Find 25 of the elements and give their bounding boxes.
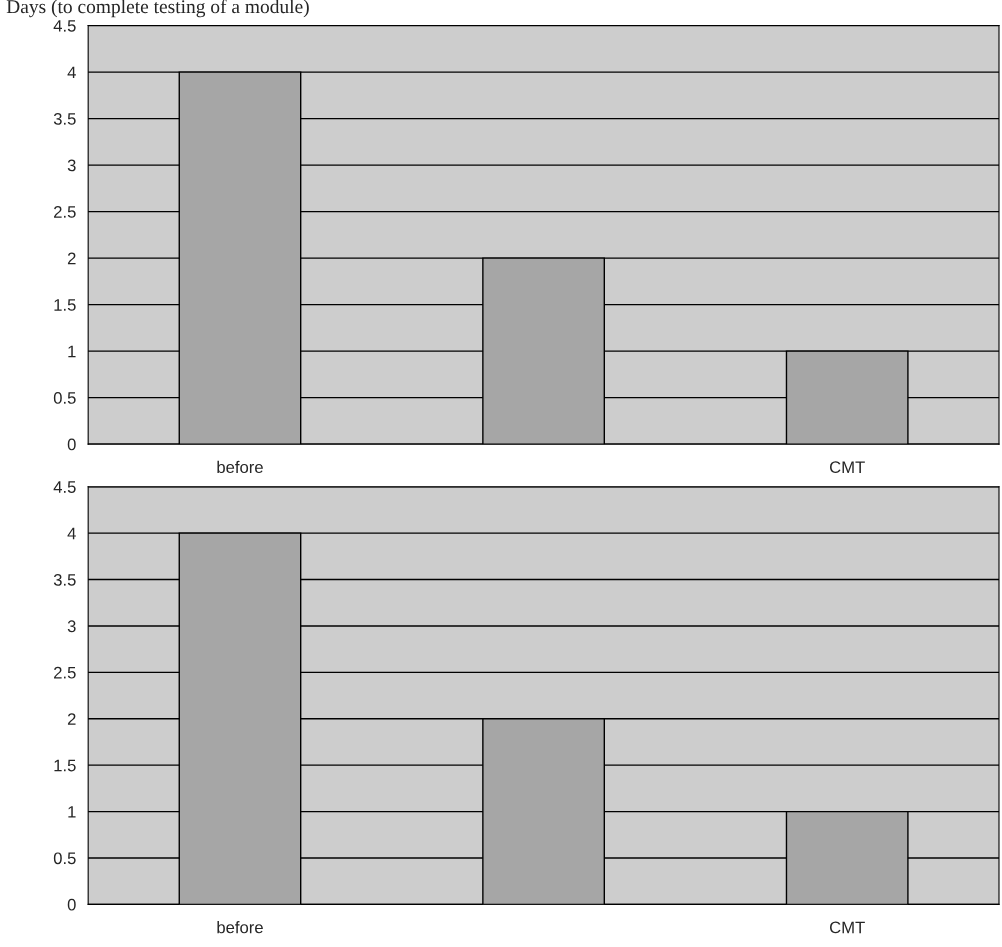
y-tick-label: 4 (67, 66, 76, 79)
y-tick-label: 1 (68, 806, 76, 818)
y-tick-label: 2.5 (54, 666, 76, 679)
y-tick-label: 2 (67, 252, 76, 265)
y-tick-label: 3.5 (53, 112, 76, 125)
y-tick-label: 0 (67, 898, 76, 911)
x-tick-label: CMT (829, 461, 865, 474)
y-tick-label: 0.5 (53, 392, 76, 404)
y-tick-label: 4.5 (53, 20, 76, 32)
y-tick-label: 4 (67, 527, 76, 540)
y-tick-label: 3 (67, 620, 76, 633)
x-tick-label: CMT (829, 921, 865, 934)
y-tick-label: 1.5 (54, 299, 76, 311)
y-tick-label: 0 (67, 438, 76, 451)
y-axis-title: Days (to complete testing of a module) (6, 0, 309, 18)
y-tick-label: 3.5 (53, 573, 76, 586)
y-tick-label: 1.5 (54, 759, 76, 772)
y-tick-label: 1 (68, 345, 76, 358)
y-tick-label: 2 (67, 713, 76, 725)
x-tick-label: before (217, 921, 263, 934)
y-tick-label: 2.5 (54, 206, 76, 218)
x-tick-label: before (217, 460, 263, 474)
y-tick-label: 3 (67, 159, 76, 172)
y-tick-label: 0.5 (53, 852, 76, 865)
y-tick-label: 4.5 (53, 481, 76, 493)
